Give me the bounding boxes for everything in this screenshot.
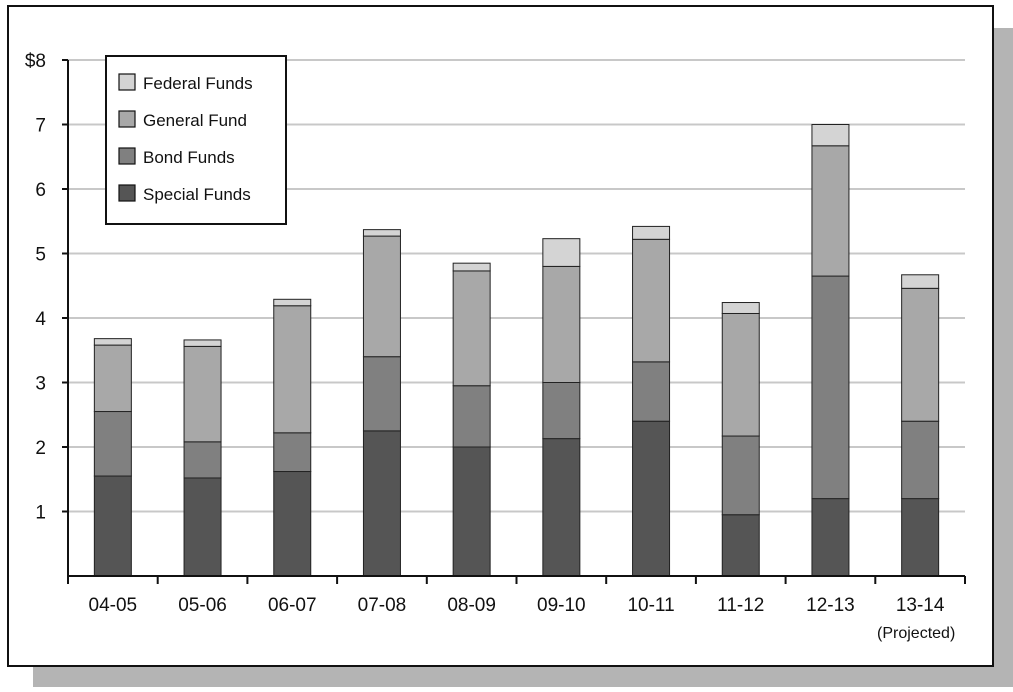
bar-segment <box>183 345 222 443</box>
y-tick-label: 4 <box>35 309 46 330</box>
bar-segment <box>632 420 671 577</box>
bar-segment <box>93 338 132 346</box>
bar-segment <box>542 238 581 267</box>
bar-segment <box>362 235 401 358</box>
x-tick-label: 13-14 <box>896 595 945 616</box>
y-tick-label: $8 <box>25 51 46 72</box>
x-tick-label: 07-08 <box>358 595 407 616</box>
bar-segment <box>273 432 312 473</box>
bar-segment <box>452 446 491 577</box>
y-tick-labels: 1 2 3 4 5 6 7 $8 <box>25 51 47 524</box>
x-tick-label: 12-13 <box>806 595 855 616</box>
bar-segment <box>183 339 222 347</box>
legend-box <box>105 55 287 225</box>
y-tick-label: 6 <box>35 180 46 201</box>
legend-label: General Fund <box>143 111 247 130</box>
bar-segment <box>721 312 760 437</box>
bar-segment <box>542 382 581 440</box>
bar-segment <box>721 514 760 577</box>
bar-segment <box>183 477 222 577</box>
bar-segment <box>362 229 401 237</box>
bar-segment <box>542 438 581 577</box>
legend-label: Special Funds <box>143 185 251 204</box>
legend-swatch <box>118 73 136 91</box>
y-tick-label: 7 <box>35 116 46 137</box>
x-tick-label: 05-06 <box>178 595 227 616</box>
bar-segment <box>362 430 401 577</box>
bar-segment <box>93 475 132 577</box>
x-tick-labels: 04-05 05-06 06-07 07-08 08-09 09-10 10-11 11-12… <box>89 595 956 642</box>
bar-segment <box>632 225 671 240</box>
bar-segment <box>452 270 491 387</box>
bar-segment <box>452 385 491 448</box>
bar-segment <box>811 145 850 277</box>
bar-segment <box>811 275 850 500</box>
y-tick-label: 5 <box>35 245 46 266</box>
y-tick-label: 2 <box>35 438 46 459</box>
bar-segment <box>542 265 581 383</box>
bar-segment <box>183 441 222 479</box>
x-tick-label: 08-09 <box>447 595 496 616</box>
x-tick-label: 04-05 <box>89 595 138 616</box>
legend-swatch <box>118 110 136 128</box>
bar-segment <box>901 287 940 422</box>
bar-segment <box>273 305 312 434</box>
legend: Federal Funds General Fund Bond Funds Speci… <box>105 55 287 225</box>
legend-label: Bond Funds <box>143 148 235 167</box>
bars <box>93 124 940 577</box>
x-tick-label: 11-12 <box>717 595 764 616</box>
bar-segment <box>632 361 671 422</box>
y-tick-label: 1 <box>35 503 46 524</box>
bar-segment <box>901 274 940 289</box>
bar-segment <box>721 302 760 314</box>
bar-segment <box>362 356 401 432</box>
legend-swatch <box>118 184 136 202</box>
bar-segment <box>721 435 760 516</box>
bar-segment <box>901 420 940 500</box>
bar-segment <box>93 411 132 477</box>
y-tick-label: 3 <box>35 374 46 395</box>
axes <box>62 59 966 584</box>
bar-segment <box>632 238 671 363</box>
x-tick-label: 10-11 <box>627 595 674 616</box>
bar-segment <box>811 124 850 147</box>
legend-label: Federal Funds <box>143 74 253 93</box>
x-tick-label: 09-10 <box>537 595 586 616</box>
legend-swatch <box>118 147 136 165</box>
bar-segment <box>273 298 312 307</box>
bar-segment <box>452 262 491 272</box>
bar-segment <box>811 498 850 577</box>
bar-segment <box>901 498 940 577</box>
bar-segment <box>273 471 312 577</box>
bar-segment <box>93 344 132 413</box>
x-tick-sublabel: (Projected) <box>877 625 955 642</box>
x-tick-label: 06-07 <box>268 595 317 616</box>
